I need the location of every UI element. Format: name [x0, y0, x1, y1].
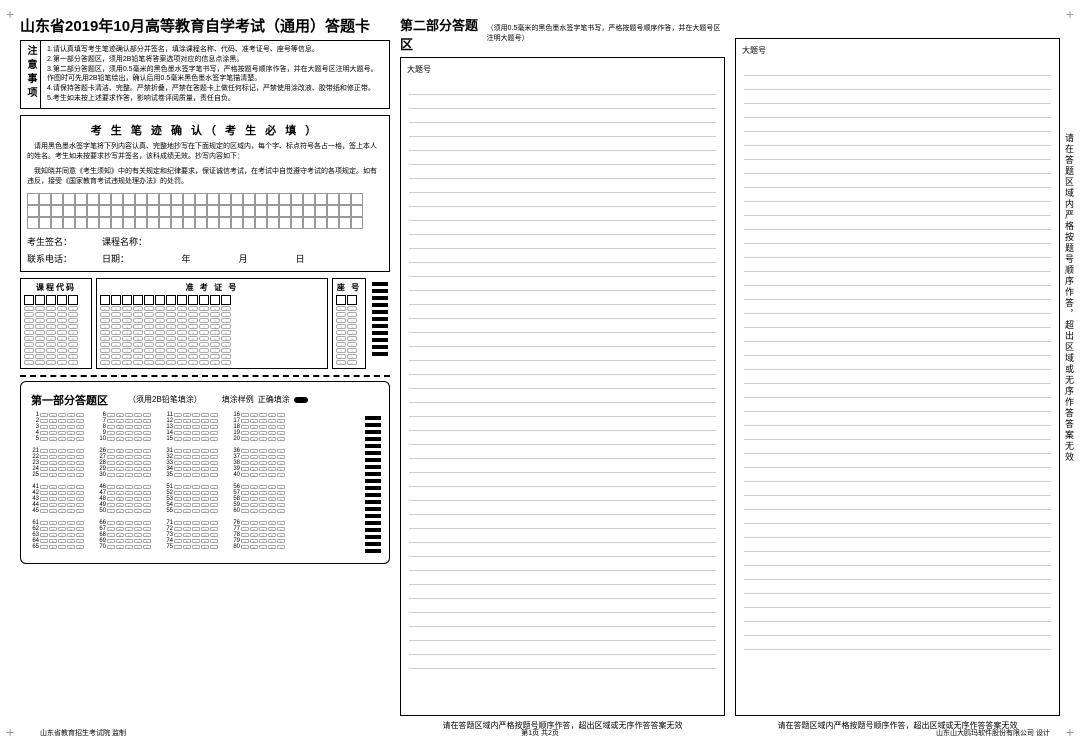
confirm-title: 考 生 笔 迹 确 认（ 考 生 必 填 ）	[27, 122, 383, 138]
mc-grid: 1ABCDE2ABCDE3ABCDE4ABCDE5ABCDE6ABCDE7ABC…	[27, 412, 357, 557]
footer-right: 山东山大鸥玛软件股份有限公司 设计	[936, 728, 1050, 738]
course-code-box: 课程代码 01234567890123456789012345678901234…	[20, 278, 92, 369]
confirm-text1: 请用黑色墨水签字笔将下列内容认真、完整地抄写在下面规定的区域内，每个字、标点符号…	[27, 142, 383, 162]
date-label: 日期： 年 月 日	[102, 252, 335, 265]
answer2-header: 第二部分答题区 （须用0.5毫米的黑色墨水签字笔书写，严格按题号顺序作答，并在大…	[400, 15, 725, 53]
phone-label: 联系电话：	[27, 252, 72, 265]
answer2-col1: 第二部分答题区 （须用0.5毫米的黑色墨水签字笔书写，严格按题号顺序作答，并在大…	[400, 15, 725, 731]
footer-center: 第1页 共2页	[521, 728, 559, 738]
course-name-label: 课程名称：	[102, 235, 147, 248]
filled-bubble-icon	[294, 397, 308, 403]
footer-warning1: 请在答题区域内严格按题号顺序作答，超出区域或无序作答答案无效	[400, 720, 725, 731]
signature-label: 考生签名：	[27, 235, 72, 248]
corner-mark: +	[1066, 6, 1074, 22]
answer2-header2	[735, 15, 1060, 34]
seat-header: 座 号	[336, 282, 362, 295]
confirm-box: 考 生 笔 迹 确 认（ 考 生 必 填 ） 请用黑色墨水签字笔将下列内容认真、…	[20, 115, 390, 272]
corner-mark: +	[6, 6, 14, 22]
exam-id-box: 准 考 证 号 01234567890123456789012345678901…	[96, 278, 328, 369]
answer1-sub: （须用2B铅笔填涂）	[128, 394, 202, 405]
box-label2: 大题号	[740, 43, 1055, 58]
answer2-box2: 大题号	[735, 38, 1060, 716]
sign-row2: 联系电话： 日期： 年 月 日	[27, 252, 383, 265]
notice-box: 注意事项 1.请认真填写考生笔迹确认部分并签名，填涂课程名称、代码、准考证号、座…	[20, 40, 390, 109]
answer1-header: 第一部分答题区 （须用2B铅笔填涂） 填涂样例 正确填涂	[27, 388, 383, 412]
fill-sample: 填涂样例 正确填涂	[222, 394, 308, 405]
notice-label: 注意事项	[21, 41, 41, 108]
barcode-marks	[370, 278, 390, 369]
confirm-text2: 我知晓并同意《考生须知》中的有关规定和纪律要求，保证诚信考试，在考试中自觉遵守考…	[27, 167, 383, 187]
sign-row1: 考生签名： 课程名称：	[27, 235, 383, 248]
answer2-col2: 大题号 请在答题区域内严格按题号顺序作答，超出区域或无序作答答案无效	[735, 15, 1060, 731]
box-label1: 大题号	[405, 62, 720, 77]
answer2-box1: 大题号	[400, 57, 725, 716]
answer2-title: 第二部分答题区	[400, 15, 479, 53]
exam-id-header: 准 考 证 号	[100, 282, 324, 295]
footer-left: 山东省教育招生考试院 监制	[40, 728, 126, 738]
writing-grid	[27, 193, 383, 229]
vertical-warning: 请在答题区域内严格按题号顺序作答，超出区域或无序作答答案无效	[1063, 133, 1076, 463]
dashed-separator	[20, 375, 390, 377]
answer1-section: 第一部分答题区 （须用2B铅笔填涂） 填涂样例 正确填涂 1ABCDE2ABCD…	[20, 381, 390, 564]
course-code-header: 课程代码	[24, 282, 88, 295]
corner-mark: +	[1066, 724, 1074, 740]
code-section: 课程代码 01234567890123456789012345678901234…	[20, 278, 390, 369]
notice-content: 1.请认真填写考生笔迹确认部分并签名，填涂课程名称、代码、准考证号、座号等信息。…	[41, 41, 389, 108]
answer2-sub: （须用0.5毫米的黑色墨水签字笔书写，严格按题号顺序作答，并在大题号区注明大题号…	[487, 23, 725, 43]
seat-box: 座 号 01234567890123456789	[332, 278, 366, 369]
barcode-marks2	[363, 412, 383, 557]
main-title: 山东省2019年10月高等教育自学考试（通用）答题卡	[20, 15, 390, 36]
answer1-title: 第一部分答题区	[31, 392, 108, 408]
corner-mark: +	[6, 724, 14, 740]
